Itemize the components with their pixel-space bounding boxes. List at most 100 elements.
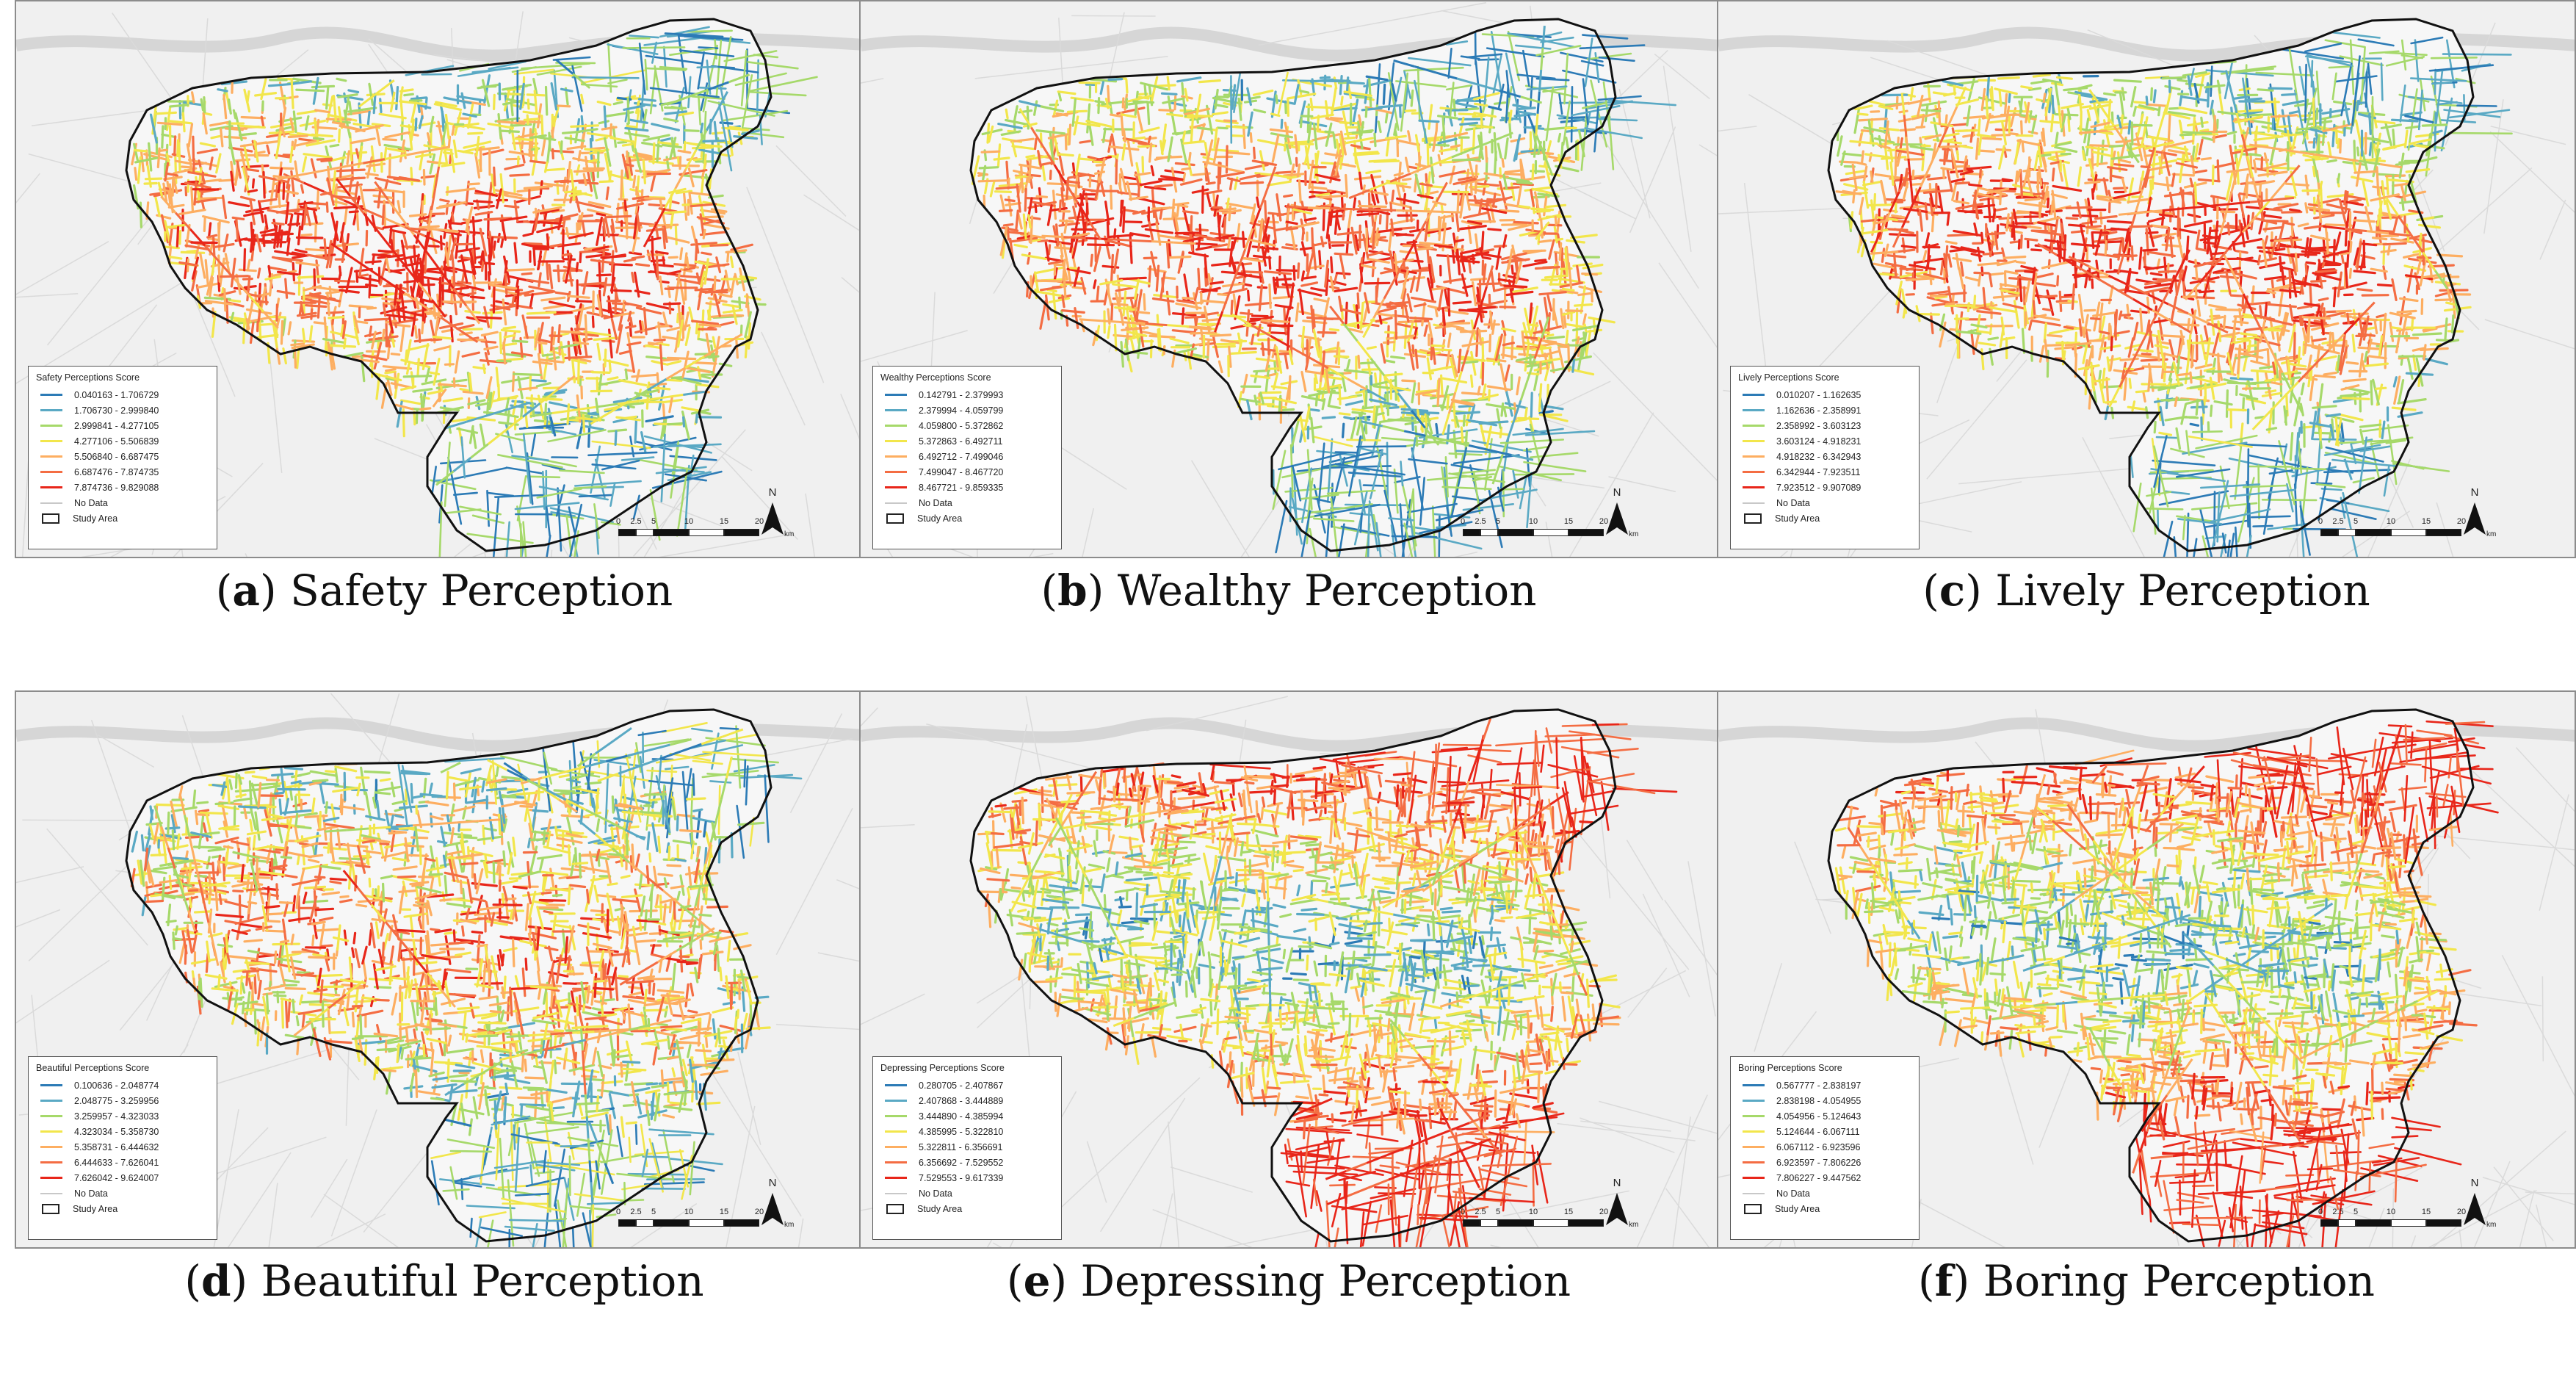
caption-letter: b <box>1057 566 1088 616</box>
legend-class-label: 4.054956 - 5.124643 <box>1776 1111 1862 1122</box>
scale-tick-label: 15 <box>1563 517 1574 526</box>
legend-entry: 5.124644 - 6.067111 <box>1738 1124 1911 1139</box>
north-arrow: N <box>1602 1177 1632 1228</box>
study-area-boundary <box>1827 708 2475 1243</box>
scale-tick-label: 5 <box>1495 517 1501 526</box>
scale-bar-segment <box>724 1219 759 1227</box>
legend-class-label: 7.874736 - 9.829088 <box>74 482 159 493</box>
legend-line-symbol <box>40 486 62 488</box>
legend-entry-study-area: Study Area <box>1738 1201 1911 1216</box>
legend-line-symbol <box>885 1192 907 1194</box>
legend-no-data-label: No Data <box>919 497 952 508</box>
legend-class-label: 0.142791 - 2.379993 <box>919 389 1004 400</box>
legend-entry: 5.322811 - 6.356691 <box>880 1139 1054 1155</box>
legend-entry: 3.603124 - 4.918231 <box>1738 433 1911 449</box>
north-arrow: N <box>2460 486 2489 538</box>
north-arrow-icon <box>761 502 784 535</box>
legend-line-symbol <box>885 455 907 458</box>
scale-tick-label: 15 <box>719 517 729 526</box>
legend-entry: 7.529553 - 9.617339 <box>880 1170 1054 1186</box>
legend-study-area-label: Study Area <box>73 1203 118 1214</box>
scale-tick-label: 10 <box>2386 1208 2396 1216</box>
scale-bar-segment <box>1480 1219 1498 1227</box>
legend-class-label: 5.124644 - 6.067111 <box>1776 1126 1860 1137</box>
legend-entry: 7.806227 - 9.447562 <box>1738 1170 1911 1186</box>
legend-box-symbol <box>42 1203 59 1214</box>
legend-class-label: 6.067112 - 6.923596 <box>1776 1141 1861 1152</box>
north-label: N <box>2470 1177 2479 1189</box>
legend-entry: 2.999841 - 4.277105 <box>36 418 209 433</box>
legend-class-label: 4.323034 - 5.358730 <box>74 1126 159 1137</box>
scale-tick-label: 10 <box>1528 1208 1538 1216</box>
scale-bar: 0 2.5 5 10 15 20 km <box>616 1208 852 1237</box>
legend-line-symbol <box>1743 502 1765 504</box>
legend-line-symbol <box>1743 409 1765 411</box>
legend-entry: 2.407868 - 3.444889 <box>880 1093 1054 1108</box>
scale-tick-label: 0 <box>615 517 621 526</box>
map-frame: Wealthy Perceptions Score 0.142791 - 2.37… <box>859 0 1718 558</box>
legend-no-data-label: No Data <box>1776 497 1810 508</box>
legend-class-label: 0.100636 - 2.048774 <box>74 1080 159 1091</box>
legend-entry: 6.687476 - 7.874735 <box>36 464 209 480</box>
scale-bar-segment <box>1569 529 1604 536</box>
scale-tick-label: 20 <box>754 1208 764 1216</box>
caption-text: ) Wealthy Perception <box>1087 566 1537 616</box>
scale-bar-segment <box>1463 529 1480 536</box>
legend-entry: 3.444890 - 4.385994 <box>880 1108 1054 1124</box>
legend-box-symbol <box>42 513 59 524</box>
scale-bar-segment <box>1569 1219 1604 1227</box>
legend-line-symbol <box>40 440 62 442</box>
panel-caption: (d) Beautiful Perception <box>15 1256 874 1306</box>
caption-letter: c <box>1939 566 1966 616</box>
legend-entry-study-area: Study Area <box>1738 510 1911 526</box>
legend-entry: 5.358731 - 6.444632 <box>36 1139 209 1155</box>
scale-bar-segment <box>1498 529 1533 536</box>
legend-entry: 6.342944 - 7.923511 <box>1738 464 1911 480</box>
legend-class-label: 7.923512 - 9.907089 <box>1776 482 1862 493</box>
legend-class-label: 6.444633 - 7.626041 <box>74 1157 159 1168</box>
legend-entry: 7.499047 - 8.467720 <box>880 464 1054 480</box>
legend-class-label: 2.048775 - 3.259956 <box>74 1095 159 1106</box>
legend-title: Safety Perceptions Score <box>36 372 140 383</box>
scale-tick-label: 0 <box>2318 517 2323 526</box>
scale-bar-segment <box>2426 1219 2461 1227</box>
scale-tick-label: 20 <box>754 517 764 526</box>
scale-bar-segment <box>1533 1219 1569 1227</box>
legend-box-symbol <box>1744 513 1762 524</box>
legend-study-area-label: Study Area <box>917 513 963 524</box>
study-area-boundary <box>125 708 773 1243</box>
caption-text: ) Safety Perception <box>260 566 673 616</box>
map-canvas <box>861 1 1717 557</box>
scale-tick-label: 10 <box>684 517 694 526</box>
scale-bar: 0 2.5 5 10 15 20 km <box>2318 517 2554 546</box>
legend-entry: 4.059800 - 5.372862 <box>880 418 1054 433</box>
legend-line-symbol <box>885 1146 907 1148</box>
legend-entry: 1.162636 - 2.358991 <box>1738 403 1911 418</box>
scale-tick-label: 0 <box>1460 517 1466 526</box>
caption-text: ) Depressing Perception <box>1050 1256 1571 1306</box>
legend-class-label: 7.626042 - 9.624007 <box>74 1172 159 1183</box>
legend-class-label: 7.499047 - 8.467720 <box>919 466 1004 477</box>
panel-caption: (e) Depressing Perception <box>859 1256 1718 1306</box>
legend-box-symbol <box>886 513 904 524</box>
caption-open-paren: ( <box>1922 566 1939 616</box>
legend-entry: 6.444633 - 7.626041 <box>36 1155 209 1170</box>
caption-open-paren: ( <box>1041 566 1058 616</box>
scale-bar-segment <box>1533 529 1569 536</box>
legend-line-symbol <box>885 1084 907 1086</box>
legend-line-symbol <box>40 471 62 473</box>
map-legend: Wealthy Perceptions Score 0.142791 - 2.37… <box>872 366 1062 549</box>
caption-letter: f <box>1934 1256 1953 1306</box>
map-legend: Depressing Perceptions Score 0.280705 - 2… <box>872 1056 1062 1240</box>
scale-bar-segment <box>2320 1219 2338 1227</box>
scale-tick-label: 2.5 <box>1475 1208 1486 1216</box>
legend-entry: 8.467721 - 9.859335 <box>880 480 1054 495</box>
legend-entry: 2.358992 - 3.603123 <box>1738 418 1911 433</box>
legend-line-symbol <box>885 409 907 411</box>
scale-bar-segment <box>1480 529 1498 536</box>
map-legend: Lively Perceptions Score 0.010207 - 1.162… <box>1730 366 1920 549</box>
legend-class-label: 2.358992 - 3.603123 <box>1776 420 1862 431</box>
scale-unit: km <box>784 1221 795 1229</box>
legend-title: Depressing Perceptions Score <box>880 1063 1005 1073</box>
scale-bar: 0 2.5 5 10 15 20 km <box>615 517 852 546</box>
